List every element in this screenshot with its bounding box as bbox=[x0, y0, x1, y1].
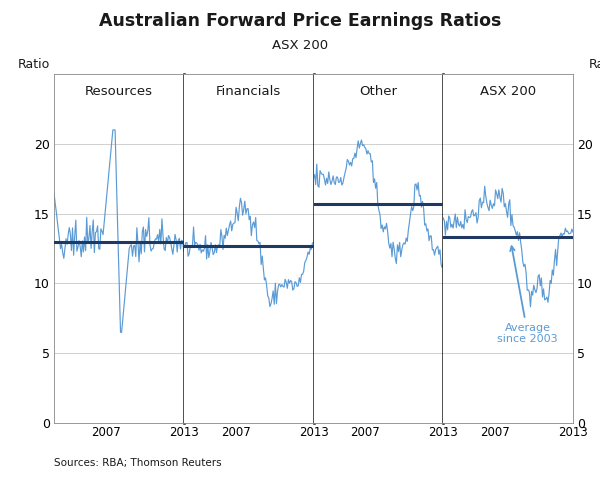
Text: Average
since 2003: Average since 2003 bbox=[497, 246, 558, 344]
Text: Ratio: Ratio bbox=[17, 58, 50, 71]
Text: Sources: RBA; Thomson Reuters: Sources: RBA; Thomson Reuters bbox=[54, 458, 221, 468]
Text: ASX 200: ASX 200 bbox=[272, 39, 328, 52]
Text: ASX 200: ASX 200 bbox=[480, 85, 536, 98]
Text: Resources: Resources bbox=[85, 85, 153, 98]
Text: Other: Other bbox=[359, 85, 397, 98]
Text: Ratio: Ratio bbox=[589, 58, 600, 71]
Text: Australian Forward Price Earnings Ratios: Australian Forward Price Earnings Ratios bbox=[99, 12, 501, 30]
Text: Financials: Financials bbox=[216, 85, 281, 98]
